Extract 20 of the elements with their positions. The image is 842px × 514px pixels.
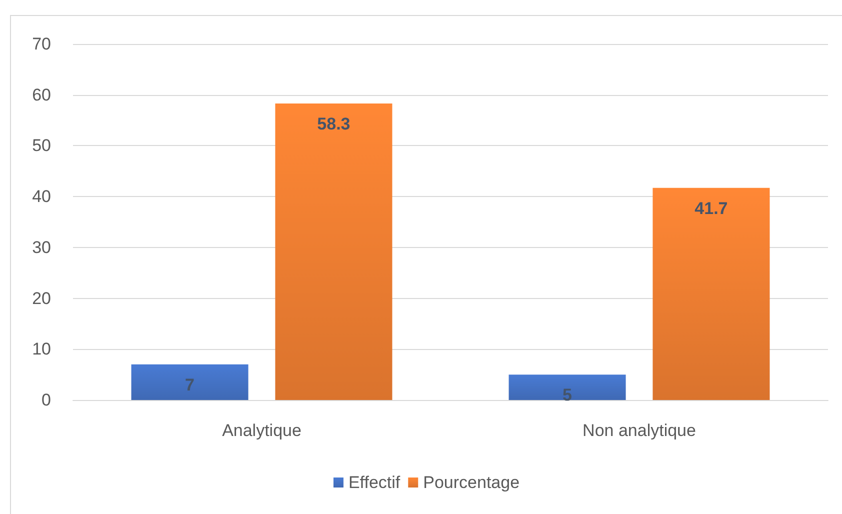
- x-tick-label: Analytique: [222, 421, 302, 440]
- data-label: 58.3: [317, 114, 350, 134]
- data-label: 7: [185, 375, 195, 394]
- bar: [131, 364, 248, 400]
- y-tick-label: 60: [32, 85, 51, 104]
- x-tick-label: Non analytique: [582, 421, 696, 440]
- y-tick-label: 20: [32, 288, 51, 308]
- y-tick-label: 30: [32, 238, 51, 257]
- bar: [275, 104, 392, 400]
- y-tick-label: 0: [42, 390, 51, 410]
- data-label: 5: [562, 386, 572, 405]
- y-tick-label: 40: [32, 187, 51, 206]
- legend-label: Effectif: [348, 473, 400, 492]
- y-tick-label: 10: [32, 340, 51, 359]
- bar: [508, 374, 626, 400]
- legend-label: Pourcentage: [423, 473, 520, 492]
- bar: [652, 188, 770, 400]
- y-tick-label: 50: [32, 136, 51, 156]
- y-tick-label: 70: [32, 34, 51, 54]
- data-label: 41.7: [694, 198, 728, 218]
